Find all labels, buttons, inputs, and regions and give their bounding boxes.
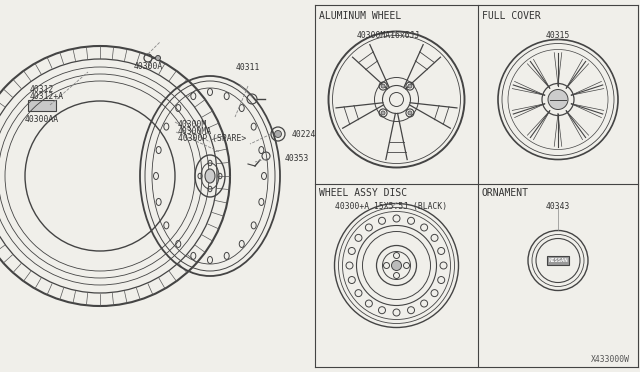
Text: 40224: 40224 [292,129,316,138]
Circle shape [156,55,161,61]
Text: 40312+A: 40312+A [30,92,64,100]
Text: 40300AA: 40300AA [25,115,59,124]
Ellipse shape [205,169,215,183]
Text: 40312: 40312 [30,84,54,93]
Text: 40300A: 40300A [133,61,163,71]
Text: 40300P (SPARE>: 40300P (SPARE> [178,134,246,142]
Circle shape [381,84,385,88]
Text: NISSAN: NISSAN [548,258,568,263]
Text: FULL COVER: FULL COVER [482,11,541,21]
Text: WHEEL ASSY DISC: WHEEL ASSY DISC [319,188,407,198]
Circle shape [548,90,568,109]
Text: 40353: 40353 [285,154,309,163]
Text: 40300+A 15X5.5J (BLACK): 40300+A 15X5.5J (BLACK) [335,202,447,211]
Bar [28,100,56,111]
Circle shape [408,111,412,115]
Circle shape [408,84,412,88]
Circle shape [392,260,401,270]
Circle shape [275,131,282,138]
Text: 40311: 40311 [236,63,260,72]
Text: 40315: 40315 [546,31,570,39]
Circle shape [381,111,385,115]
Bar [547,256,569,265]
Text: 40300M: 40300M [178,119,207,128]
Text: 40300MA: 40300MA [178,126,212,135]
Text: 40343: 40343 [546,202,570,211]
Text: X433000W: X433000W [591,356,630,365]
Text: ORNAMENT: ORNAMENT [482,188,529,198]
Text: 40300MA16x6JJ: 40300MA16x6JJ [357,31,420,39]
Text: ALUMINUM WHEEL: ALUMINUM WHEEL [319,11,401,21]
